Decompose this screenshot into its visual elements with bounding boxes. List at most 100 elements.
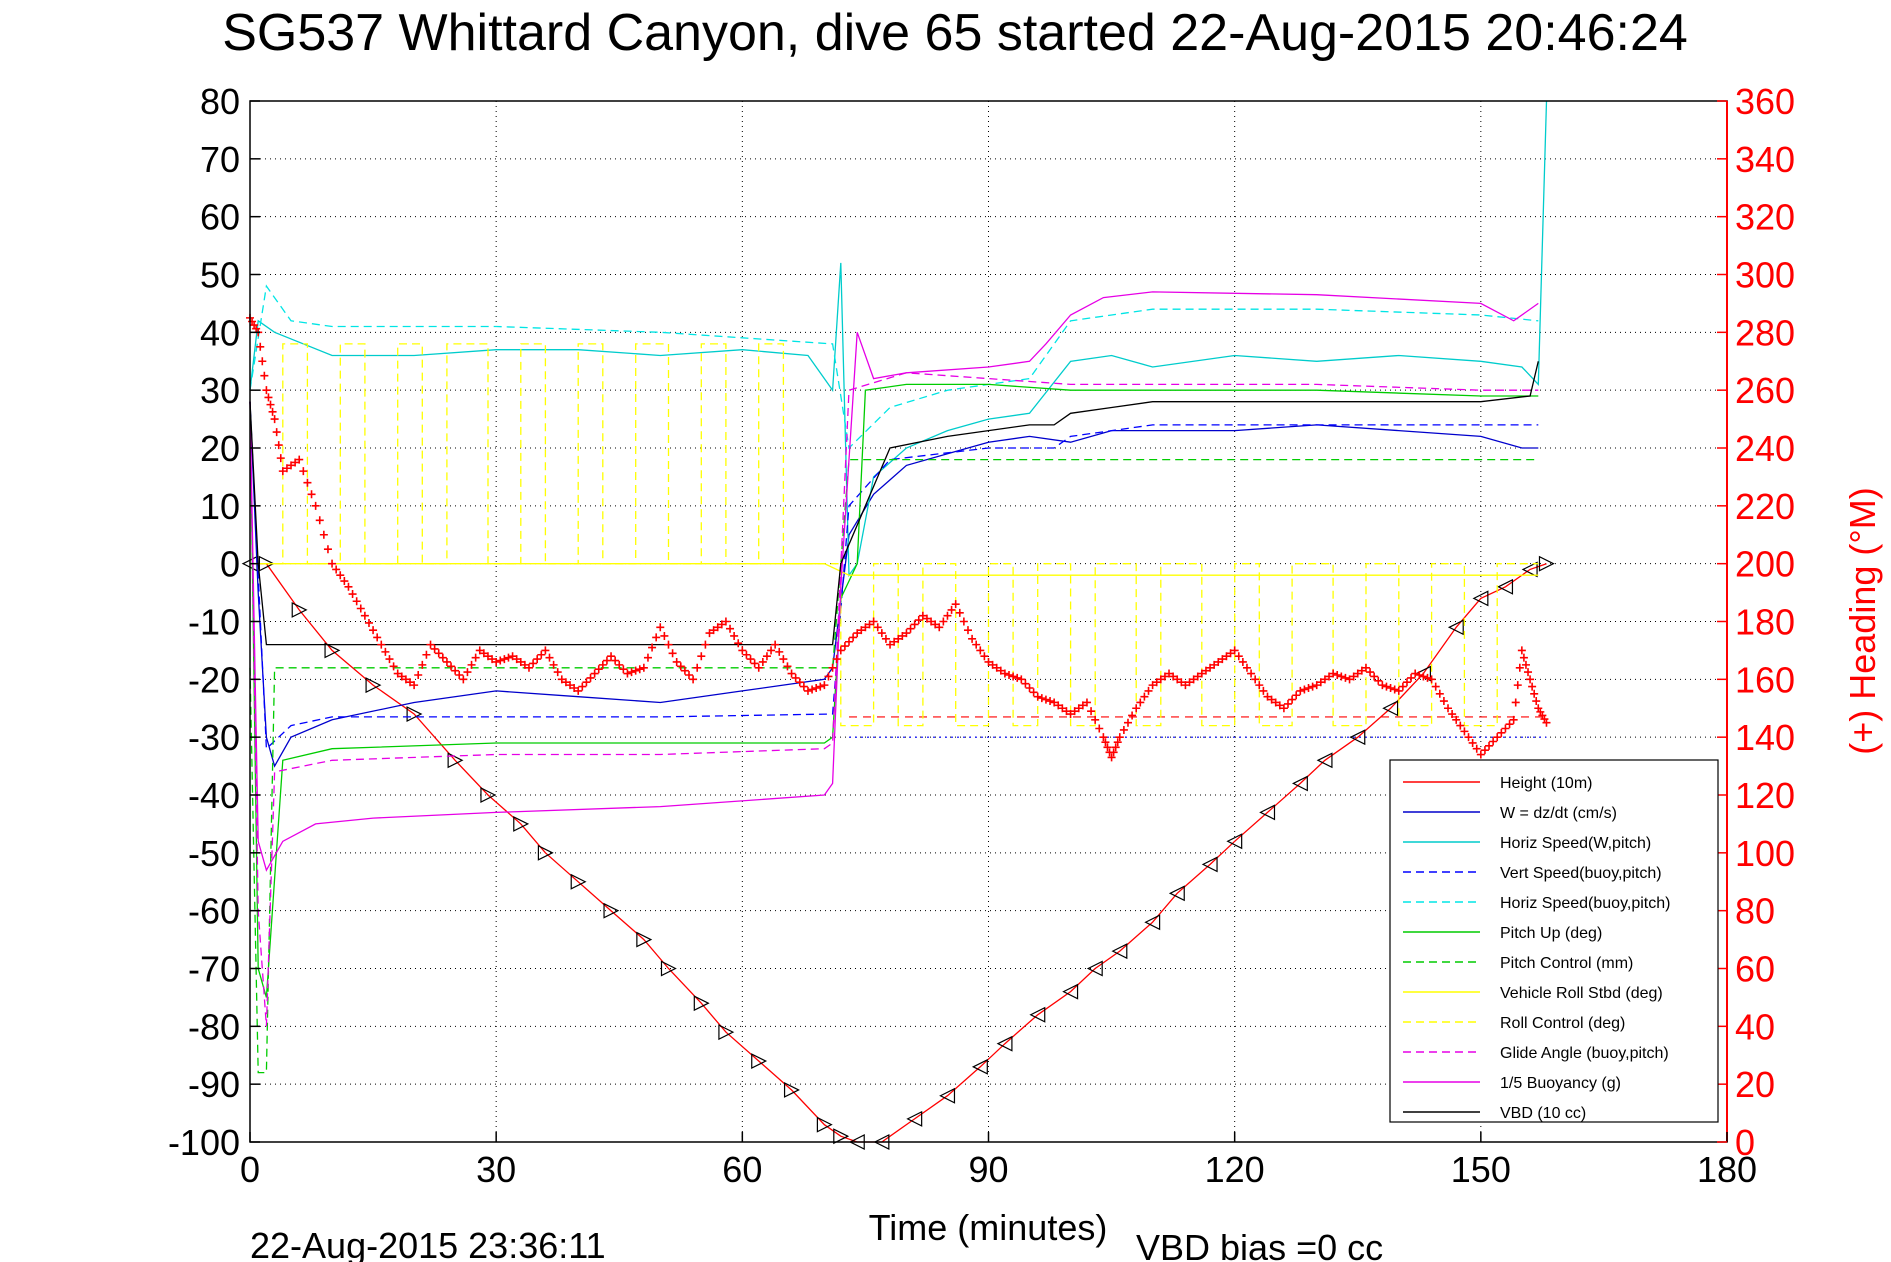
series-pitch-control-mm [249, 458, 1539, 1074]
height-marker [783, 1081, 800, 1098]
heading-marker [561, 678, 570, 687]
heading-marker [1156, 675, 1165, 684]
heading-marker [434, 649, 443, 658]
heading-marker [1378, 681, 1387, 690]
heading-marker [1013, 673, 1022, 682]
heading-marker [414, 670, 423, 679]
heading-marker [1374, 676, 1383, 685]
heading-marker [475, 646, 484, 655]
heading-marker [1000, 669, 1009, 678]
y-tick-label: 10 [200, 486, 240, 527]
heading-marker [910, 620, 919, 629]
heading-marker [1361, 663, 1370, 672]
heading-marker [1144, 686, 1153, 695]
heading-marker [598, 660, 607, 669]
y2-tick-label: 200 [1735, 544, 1795, 585]
heading-marker [1152, 678, 1161, 687]
heading-marker [1148, 681, 1157, 690]
y-tick-label: 80 [200, 81, 240, 122]
heading-marker [1427, 675, 1436, 684]
x-axis-label: Time (minutes) [869, 1207, 1108, 1248]
heading-marker [483, 652, 492, 661]
y-tick-label: -70 [188, 949, 240, 990]
heading-marker [865, 620, 874, 629]
heading-marker [1242, 663, 1251, 672]
heading-marker [397, 672, 406, 681]
series-height-10m [241, 555, 1555, 1150]
heading-marker [1113, 738, 1122, 747]
heading-marker [1524, 668, 1533, 677]
height-marker [603, 902, 620, 919]
heading-marker [836, 646, 845, 655]
heading-marker [738, 646, 747, 655]
heading-marker [1431, 682, 1440, 691]
y-tick-label: 40 [200, 312, 240, 353]
heading-marker [1234, 652, 1243, 661]
y2-tick-label: 140 [1735, 717, 1795, 758]
height-marker [833, 1128, 850, 1145]
heading-marker [1511, 698, 1520, 707]
heading-marker [549, 660, 558, 669]
heading-marker [410, 681, 419, 690]
height-marker [1259, 804, 1276, 821]
height-marker [1472, 590, 1489, 607]
legend-label: 1/5 Buoyancy (g) [1500, 1075, 1621, 1092]
height-marker [1168, 885, 1185, 902]
heading-marker [746, 655, 755, 664]
heading-marker [1370, 672, 1379, 681]
heading-marker [902, 629, 911, 638]
heading-marker [1099, 733, 1108, 742]
series-horiz-speed-buoy-pitch [249, 284, 1539, 450]
heading-marker [1041, 695, 1050, 704]
heading-marker [1476, 750, 1485, 759]
heading-marker [1165, 669, 1174, 678]
legend-label: Vert Speed(buoy,pitch) [1500, 865, 1662, 882]
heading-marker [935, 623, 944, 632]
heading-marker [272, 428, 281, 437]
height-marker [660, 960, 677, 977]
heading-marker [648, 643, 657, 652]
heading-marker [1349, 672, 1358, 681]
heading-marker [1489, 737, 1498, 746]
heading-marker [463, 668, 472, 677]
heading-marker [1054, 701, 1063, 710]
y-tick-label: -80 [188, 1006, 240, 1047]
heading-marker [1201, 666, 1210, 675]
heading-marker [389, 662, 398, 671]
height-marker [291, 601, 308, 618]
heading-marker [709, 626, 718, 635]
heading-marker [258, 357, 267, 366]
heading-marker [307, 490, 316, 499]
heading-marker [1009, 672, 1018, 681]
series-roll-control-deg [250, 343, 1539, 727]
height-marker [751, 1053, 768, 1070]
heading-marker [516, 657, 525, 666]
heading-marker [520, 660, 529, 669]
heading-marker [734, 639, 743, 648]
heading-marker [492, 657, 501, 666]
heading-marker [1169, 672, 1178, 681]
heading-marker [1353, 669, 1362, 678]
heading-marker [278, 467, 287, 476]
heading-marker [1005, 670, 1014, 679]
heading-marker [1050, 698, 1059, 707]
heading-marker [1267, 695, 1276, 704]
y-tick-label: 50 [200, 255, 240, 296]
heading-marker [1087, 707, 1096, 716]
heading-marker [455, 670, 464, 679]
heading-marker [890, 637, 899, 646]
heading-marker [898, 631, 907, 640]
y-tick-label: -100 [168, 1122, 240, 1163]
heading-marker [886, 640, 895, 649]
series-w-dz-dt-cm-s [249, 401, 1539, 768]
height-marker [693, 995, 710, 1012]
heading-marker [845, 637, 854, 646]
y-tick-label: -60 [188, 891, 240, 932]
heading-marker [348, 590, 357, 599]
heading-marker [1312, 681, 1321, 690]
y2-tick-label: 340 [1735, 139, 1795, 180]
heading-marker [1128, 711, 1137, 720]
heading-marker [816, 682, 825, 691]
y-tick-label: -10 [188, 602, 240, 643]
heading-marker [656, 623, 665, 632]
